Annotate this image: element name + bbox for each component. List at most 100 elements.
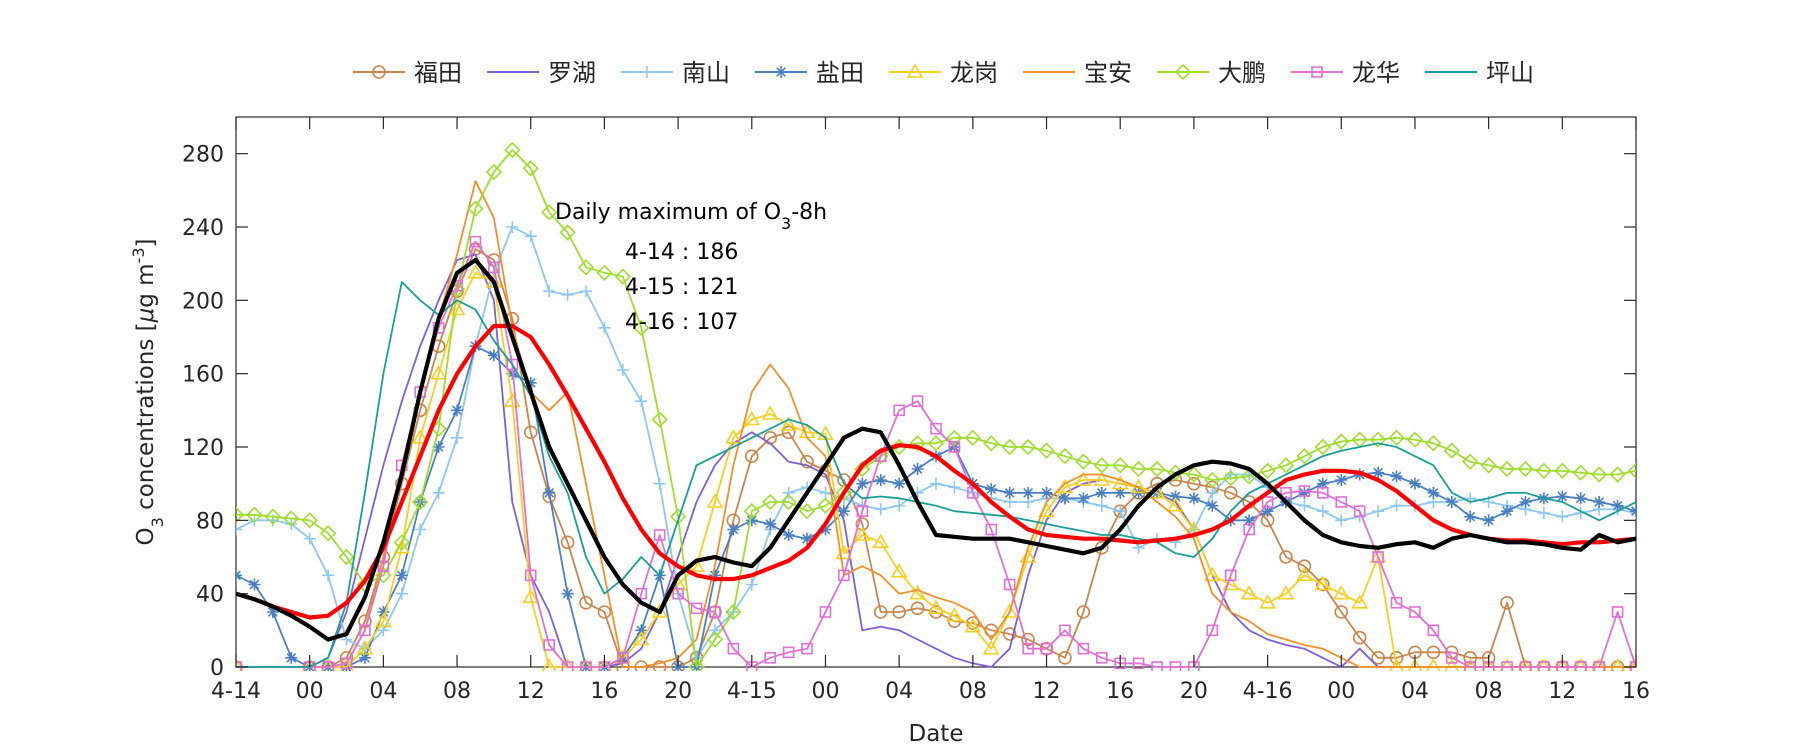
data-point (1298, 485, 1311, 497)
data-point (1298, 486, 1311, 499)
data-point (874, 503, 887, 516)
data-point (725, 603, 742, 621)
data-point (506, 221, 519, 233)
data-point (1518, 658, 1533, 671)
annotation-line-3: 4-16 : 107 (625, 310, 738, 335)
data-point (1130, 460, 1147, 478)
data-point (837, 505, 850, 518)
data-point (1317, 487, 1329, 499)
data-point (1369, 431, 1387, 448)
data-point (1593, 661, 1605, 671)
data-point (1388, 429, 1405, 446)
data-point (1002, 627, 1017, 641)
data-point (561, 587, 574, 600)
data-point (1314, 575, 1332, 591)
x-tick-label: 08 (959, 679, 987, 704)
data-point (432, 486, 445, 499)
data-point (1427, 486, 1440, 499)
data-point (1335, 474, 1348, 486)
data-point (1243, 514, 1256, 527)
data-point (1095, 499, 1108, 512)
data-point (1517, 460, 1534, 478)
data-point (838, 569, 850, 582)
data-point (1022, 486, 1035, 499)
data-point (236, 658, 244, 671)
data-point (504, 141, 521, 159)
data-point (672, 587, 684, 600)
x-tick-label: 00 (1327, 679, 1355, 704)
data-point (1076, 605, 1091, 619)
legend-label: 龙华 (1352, 59, 1400, 87)
data-point (577, 259, 595, 276)
data-point (1259, 462, 1276, 479)
data-point (1498, 460, 1516, 478)
data-point (580, 661, 592, 671)
data-point (745, 514, 758, 527)
legend-label: 罗湖 (548, 59, 596, 87)
data-point (1114, 486, 1127, 499)
legend-entry: 罗湖 (487, 59, 596, 87)
data-point (927, 599, 945, 615)
data-point (580, 285, 592, 298)
data-point (487, 349, 500, 362)
data-point (1519, 496, 1532, 508)
data-point (835, 484, 853, 501)
data-point (395, 569, 408, 582)
data-point (395, 587, 408, 600)
data-point (930, 422, 942, 435)
data-point (798, 503, 816, 520)
data-point (1444, 658, 1460, 671)
data-point (1464, 661, 1477, 671)
data-point (1593, 496, 1606, 508)
x-tick-label: 08 (1475, 679, 1503, 704)
data-point (946, 607, 963, 622)
legend-marker (1174, 63, 1192, 81)
y-axis-title-mid: concentrations [ (133, 322, 159, 517)
data-point (873, 605, 888, 619)
data-point (377, 560, 390, 572)
data-point (890, 563, 908, 578)
data-point (285, 651, 298, 664)
data-point (451, 431, 464, 444)
data-point (467, 200, 484, 217)
data-point (1206, 499, 1219, 512)
data-point (927, 435, 945, 452)
annotation-title-sub: 3 (781, 214, 791, 233)
data-point (727, 642, 740, 655)
data-point (1445, 496, 1458, 508)
data-point (1187, 476, 1201, 491)
data-point (1501, 661, 1513, 671)
data-point (1114, 505, 1127, 518)
legend-label: 龙岗 (950, 59, 998, 87)
data-point (561, 661, 574, 671)
data-point (1353, 505, 1366, 517)
y-axis-title-suffix: ] (133, 238, 159, 247)
data-point (909, 435, 926, 452)
data-point (1001, 438, 1018, 456)
data-point (819, 606, 832, 618)
data-point (1240, 585, 1258, 600)
data-point (633, 319, 650, 336)
data-point (1574, 492, 1587, 505)
data-point (635, 587, 648, 600)
data-point (377, 606, 390, 618)
data-point (1314, 438, 1331, 456)
y-tick-label: 200 (182, 289, 224, 314)
data-point (632, 630, 650, 646)
data-point (872, 533, 890, 549)
legend-entry: 福田 (353, 59, 462, 87)
y-axis: 0 40 80 120 160 200 240 280 (182, 143, 1636, 681)
data-point (1591, 658, 1607, 671)
data-point (911, 395, 924, 407)
data-point (1591, 466, 1608, 483)
data-point (266, 606, 279, 618)
data-point (1003, 578, 1016, 591)
y-tick-label: 120 (182, 436, 224, 461)
x-tick-label: 16 (1106, 679, 1134, 704)
data-point (764, 518, 777, 530)
data-point (1445, 652, 1458, 664)
data-point (358, 651, 371, 664)
legend-marker (906, 63, 924, 78)
data-point (653, 477, 666, 490)
data-point (1611, 499, 1624, 512)
